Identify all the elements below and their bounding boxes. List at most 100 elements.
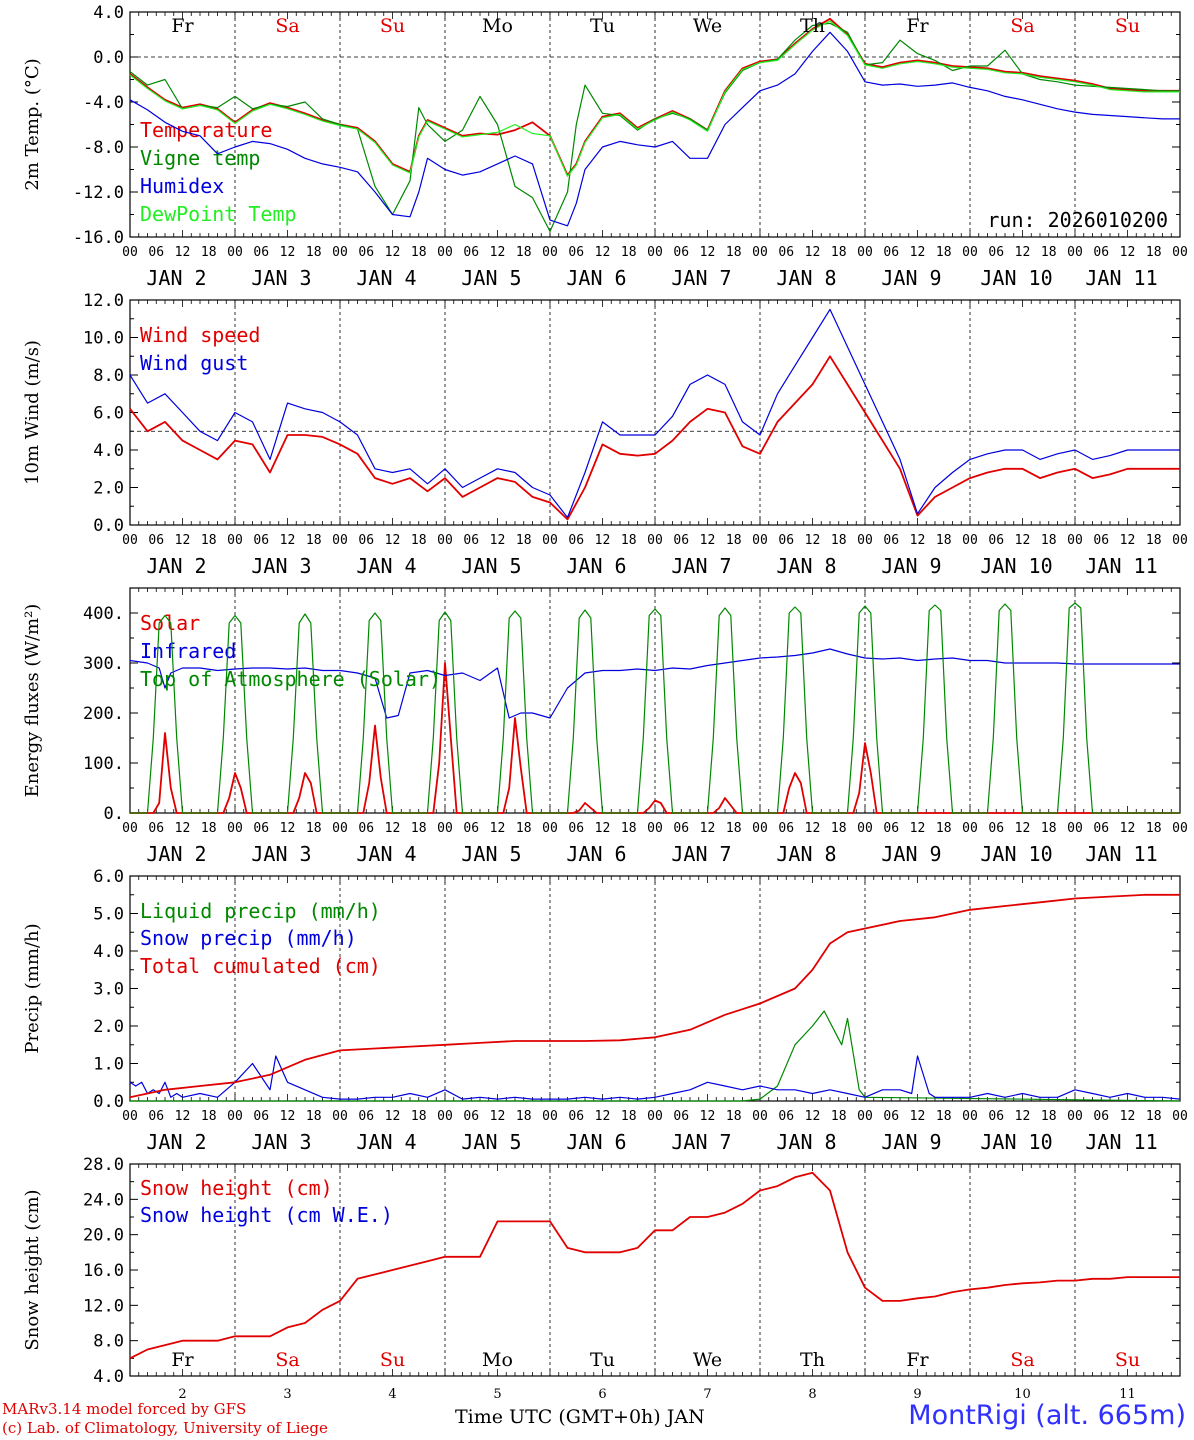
hour-tick-label: 00 (542, 1109, 558, 1124)
y-tick-label: 16.0 (83, 1261, 124, 1281)
date-label: JAN 9 (881, 554, 941, 578)
weekday-label: Fr (171, 1349, 194, 1371)
hour-tick-label: 06 (358, 821, 374, 836)
y-tick-label: 4.0 (93, 441, 124, 461)
series-line-solar (130, 662, 1180, 814)
hour-tick-label: 06 (883, 245, 899, 260)
date-label: JAN 2 (146, 554, 206, 578)
hour-tick-label: 12 (1015, 1109, 1031, 1124)
hour-tick-label: 06 (988, 821, 1004, 836)
hour-tick-label: 00 (227, 1109, 243, 1124)
date-label: JAN 4 (356, 266, 416, 290)
hour-tick-label: 12 (490, 1109, 506, 1124)
hour-tick-label: 18 (1146, 821, 1162, 836)
hour-tick-label: 18 (516, 1109, 532, 1124)
hour-tick-label: 12 (595, 245, 611, 260)
hour-tick-label: 00 (542, 245, 558, 260)
date-label: JAN 5 (461, 842, 521, 866)
hour-tick-label: 00 (647, 533, 663, 548)
legend-entry: Snow precip (mm/h) (140, 926, 357, 950)
hour-tick-label: 00 (857, 533, 873, 548)
hour-tick-label: 18 (1041, 821, 1057, 836)
date-label: JAN 2 (146, 842, 206, 866)
hour-tick-label: 12 (1120, 245, 1136, 260)
y-axis-label: Precip (mm/h) (22, 923, 43, 1053)
date-label: JAN 7 (671, 554, 731, 578)
hour-tick-label: 12 (280, 533, 296, 548)
date-label: JAN 8 (776, 554, 836, 578)
date-label: JAN 3 (251, 842, 311, 866)
weekday-label: Sa (275, 1349, 299, 1371)
legend-entry: Snow height (cm W.E.) (140, 1203, 393, 1227)
hour-tick-label: 06 (463, 533, 479, 548)
date-label: JAN 10 (980, 266, 1052, 290)
hour-tick-label: 00 (647, 245, 663, 260)
hour-tick-label: 12 (280, 821, 296, 836)
panel-2: 12.0 10.0 8.0 6.0 4.0 2.0 0.0 10m Wind (m/s) 00 0… (22, 291, 1188, 578)
hour-tick-label: 12 (385, 533, 401, 548)
hour-tick-label: 18 (936, 1109, 952, 1124)
hour-tick-label: 12 (700, 245, 716, 260)
y-tick-label: 2.0 (93, 1017, 124, 1037)
legend-entry: Vigne temp (140, 146, 260, 170)
hour-tick-label: 00 (647, 1109, 663, 1124)
legend-entry: Total cumulated (cm) (140, 954, 381, 978)
weekday-label: Mo (482, 1349, 513, 1371)
hour-tick-label: 06 (1093, 245, 1109, 260)
series-line-liquid-precip-mm-h- (130, 1010, 1181, 1102)
day-number-label: 4 (388, 1387, 396, 1402)
hour-tick-label: 18 (201, 533, 217, 548)
weekday-label: We (693, 15, 722, 37)
hour-tick-label: 06 (1093, 533, 1109, 548)
y-tick-label: 6.0 (93, 867, 124, 887)
hour-tick-label: 00 (962, 1109, 978, 1124)
hour-tick-label: 12 (280, 1109, 296, 1124)
hour-tick-label: 00 (1067, 821, 1083, 836)
hour-tick-label: 00 (122, 533, 138, 548)
date-label: JAN 11 (1085, 1130, 1157, 1154)
hour-tick-label: 12 (595, 533, 611, 548)
hour-tick-label: 18 (726, 821, 742, 836)
weekday-label: Su (380, 1349, 405, 1371)
hour-tick-label: 12 (910, 821, 926, 836)
y-tick-label: 0.0 (93, 516, 124, 536)
weekday-label: Su (380, 15, 405, 37)
hour-tick-label: 12 (175, 245, 191, 260)
hour-tick-label: 18 (306, 533, 322, 548)
date-label: JAN 9 (881, 1130, 941, 1154)
hour-tick-label: 00 (962, 821, 978, 836)
y-tick-label: 8.0 (93, 366, 124, 386)
hour-tick-label: 18 (306, 245, 322, 260)
date-label: JAN 3 (251, 554, 311, 578)
hour-tick-label: 00 (1172, 245, 1188, 260)
hour-tick-label: 00 (122, 245, 138, 260)
y-tick-label: 300. (83, 654, 124, 674)
date-label: JAN 9 (881, 266, 941, 290)
hour-tick-label: 06 (463, 821, 479, 836)
hour-tick-label: 00 (1067, 245, 1083, 260)
series-line-total-cumulated-cm- (129, 893, 1180, 1099)
hour-tick-label: 18 (831, 533, 847, 548)
hour-tick-label: 18 (411, 245, 427, 260)
hour-tick-label: 18 (411, 821, 427, 836)
date-label: JAN 6 (566, 554, 626, 578)
date-label: JAN 10 (980, 1130, 1052, 1154)
hour-tick-label: 12 (385, 245, 401, 260)
y-tick-label: 8.0 (93, 1332, 124, 1352)
hour-tick-label: 06 (568, 821, 584, 836)
panel-5: 28.0 24.0 20.0 16.0 12.0 8.0 4.0 Snow height (c… (22, 1155, 1181, 1402)
weekday-label: Tu (590, 15, 615, 37)
date-label: JAN 5 (461, 266, 521, 290)
panel-3: 400. 300. 200. 100. 0. Energy fluxes (W/m²) 00… (22, 587, 1188, 866)
y-tick-label: 20.0 (83, 1226, 124, 1246)
y-tick-label: 28.0 (83, 1155, 124, 1175)
y-axis-label: Energy fluxes (W/m²) (22, 604, 43, 798)
day-number-label: 11 (1119, 1387, 1136, 1402)
hour-tick-label: 00 (332, 821, 348, 836)
weekday-label: Fr (906, 15, 929, 37)
hour-tick-label: 06 (778, 245, 794, 260)
y-tick-label: 0.0 (93, 48, 124, 68)
hour-tick-label: 06 (148, 821, 164, 836)
hour-tick-label: 12 (595, 821, 611, 836)
